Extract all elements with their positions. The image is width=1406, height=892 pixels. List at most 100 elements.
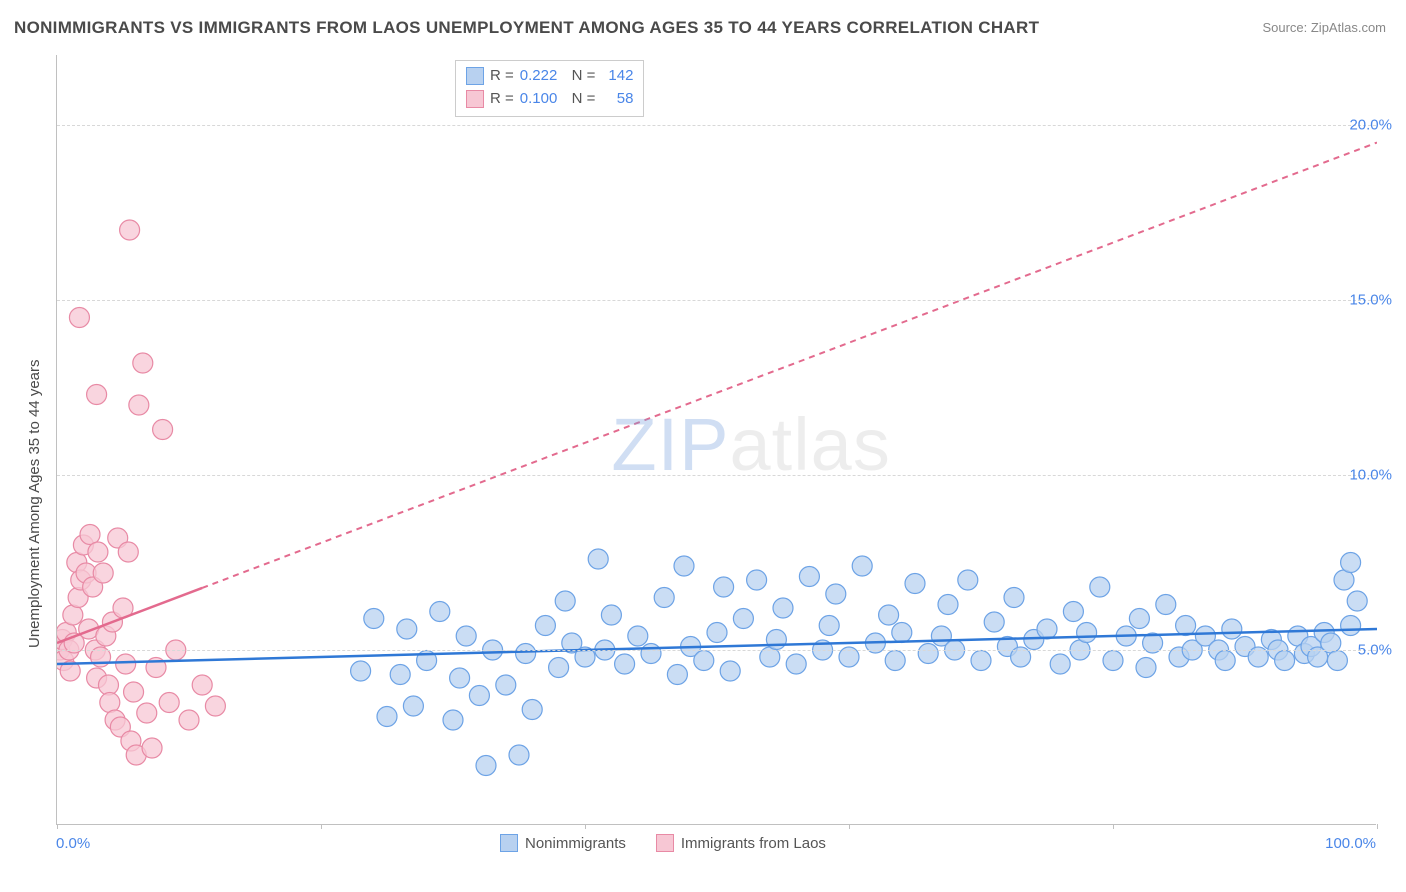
data-point	[905, 574, 925, 594]
data-point	[588, 549, 608, 569]
data-point	[93, 563, 113, 583]
stats-legend-box: R = 0.222 N = 142R = 0.100 N = 58	[455, 60, 644, 117]
data-point	[390, 665, 410, 685]
data-point	[1129, 609, 1149, 629]
data-point	[555, 591, 575, 611]
data-point	[766, 630, 786, 650]
data-point	[63, 605, 83, 625]
stat-n-label: N =	[563, 88, 595, 111]
stat-n-value: 58	[601, 88, 633, 111]
stat-n-label: N =	[563, 65, 595, 88]
chart-plot-area: ZIPatlas	[56, 55, 1376, 825]
data-point	[1103, 651, 1123, 671]
data-point	[1090, 577, 1110, 597]
data-point	[1037, 619, 1057, 639]
data-point	[641, 644, 661, 664]
scatter-svg	[57, 55, 1377, 825]
data-point	[1050, 654, 1070, 674]
data-point	[1222, 619, 1242, 639]
data-point	[377, 707, 397, 727]
data-point	[153, 420, 173, 440]
data-point	[403, 696, 423, 716]
trend-line-dashed	[202, 143, 1377, 588]
legend-swatch	[656, 834, 674, 852]
gridline	[57, 125, 1376, 126]
data-point	[522, 700, 542, 720]
data-point	[496, 675, 516, 695]
data-point	[1077, 623, 1097, 643]
data-point	[509, 745, 529, 765]
data-point	[1215, 651, 1235, 671]
data-point	[1156, 595, 1176, 615]
data-point	[958, 570, 978, 590]
x-tick	[321, 824, 322, 829]
data-point	[69, 308, 89, 328]
legend-label: Immigrants from Laos	[681, 835, 826, 852]
data-point	[1275, 651, 1295, 671]
gridline	[57, 650, 1376, 651]
data-point	[1341, 553, 1361, 573]
data-point	[885, 651, 905, 671]
data-point	[773, 598, 793, 618]
data-point	[476, 756, 496, 776]
data-point	[826, 584, 846, 604]
x-axis-max-label: 100.0%	[1325, 835, 1376, 852]
data-point	[450, 668, 470, 688]
data-point	[118, 542, 138, 562]
data-point	[984, 612, 1004, 632]
data-point	[1176, 616, 1196, 636]
x-tick	[57, 824, 58, 829]
data-point	[892, 623, 912, 643]
bottom-legend: Nonimmigrants Immigrants from Laos	[500, 834, 826, 852]
data-point	[351, 661, 371, 681]
data-point	[674, 556, 694, 576]
data-point	[88, 542, 108, 562]
data-point	[799, 567, 819, 587]
data-point	[714, 577, 734, 597]
y-tick-label: 5.0%	[1358, 642, 1392, 659]
data-point	[667, 665, 687, 685]
data-point	[1327, 651, 1347, 671]
stats-row: R = 0.222 N = 142	[466, 65, 633, 88]
stat-r-label: R =	[490, 88, 514, 111]
data-point	[615, 654, 635, 674]
data-point	[129, 395, 149, 415]
data-point	[1063, 602, 1083, 622]
data-point	[364, 609, 384, 629]
legend-swatch	[500, 834, 518, 852]
data-point	[694, 651, 714, 671]
data-point	[971, 651, 991, 671]
data-point	[1136, 658, 1156, 678]
x-axis-min-label: 0.0%	[56, 835, 90, 852]
data-point	[142, 738, 162, 758]
data-point	[707, 623, 727, 643]
data-point	[516, 644, 536, 664]
data-point	[1004, 588, 1024, 608]
legend-item: Immigrants from Laos	[656, 834, 826, 852]
data-point	[469, 686, 489, 706]
stat-r-label: R =	[490, 65, 514, 88]
legend-item: Nonimmigrants	[500, 834, 626, 852]
x-tick	[849, 824, 850, 829]
data-point	[535, 616, 555, 636]
data-point	[179, 710, 199, 730]
data-point	[192, 675, 212, 695]
legend-swatch	[466, 90, 484, 108]
data-point	[1341, 616, 1361, 636]
data-point	[133, 353, 153, 373]
data-point	[720, 661, 740, 681]
gridline	[57, 300, 1376, 301]
data-point	[601, 605, 621, 625]
y-axis-label: Unemployment Among Ages 35 to 44 years	[26, 359, 43, 648]
gridline	[57, 475, 1376, 476]
y-tick-label: 15.0%	[1349, 292, 1392, 309]
data-point	[938, 595, 958, 615]
data-point	[628, 626, 648, 646]
data-point	[786, 654, 806, 674]
data-point	[549, 658, 569, 678]
stats-row: R = 0.100 N = 58	[466, 88, 633, 111]
data-point	[205, 696, 225, 716]
y-tick-label: 10.0%	[1349, 467, 1392, 484]
data-point	[397, 619, 417, 639]
data-point	[100, 693, 120, 713]
